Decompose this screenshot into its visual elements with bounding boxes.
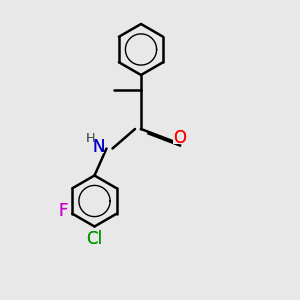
- Text: O: O: [173, 129, 187, 147]
- Bar: [59, 205, 68, 217]
- Text: H: H: [85, 131, 95, 145]
- Text: O: O: [173, 129, 187, 147]
- Text: F: F: [59, 202, 68, 220]
- Text: Cl: Cl: [86, 230, 103, 247]
- Text: H: H: [85, 131, 95, 145]
- Text: Cl: Cl: [86, 230, 103, 247]
- Bar: [173, 132, 187, 144]
- Text: N: N: [93, 138, 105, 156]
- Text: F: F: [59, 202, 68, 220]
- Bar: [87, 232, 102, 244]
- Text: N: N: [93, 138, 105, 156]
- Bar: [94, 141, 104, 153]
